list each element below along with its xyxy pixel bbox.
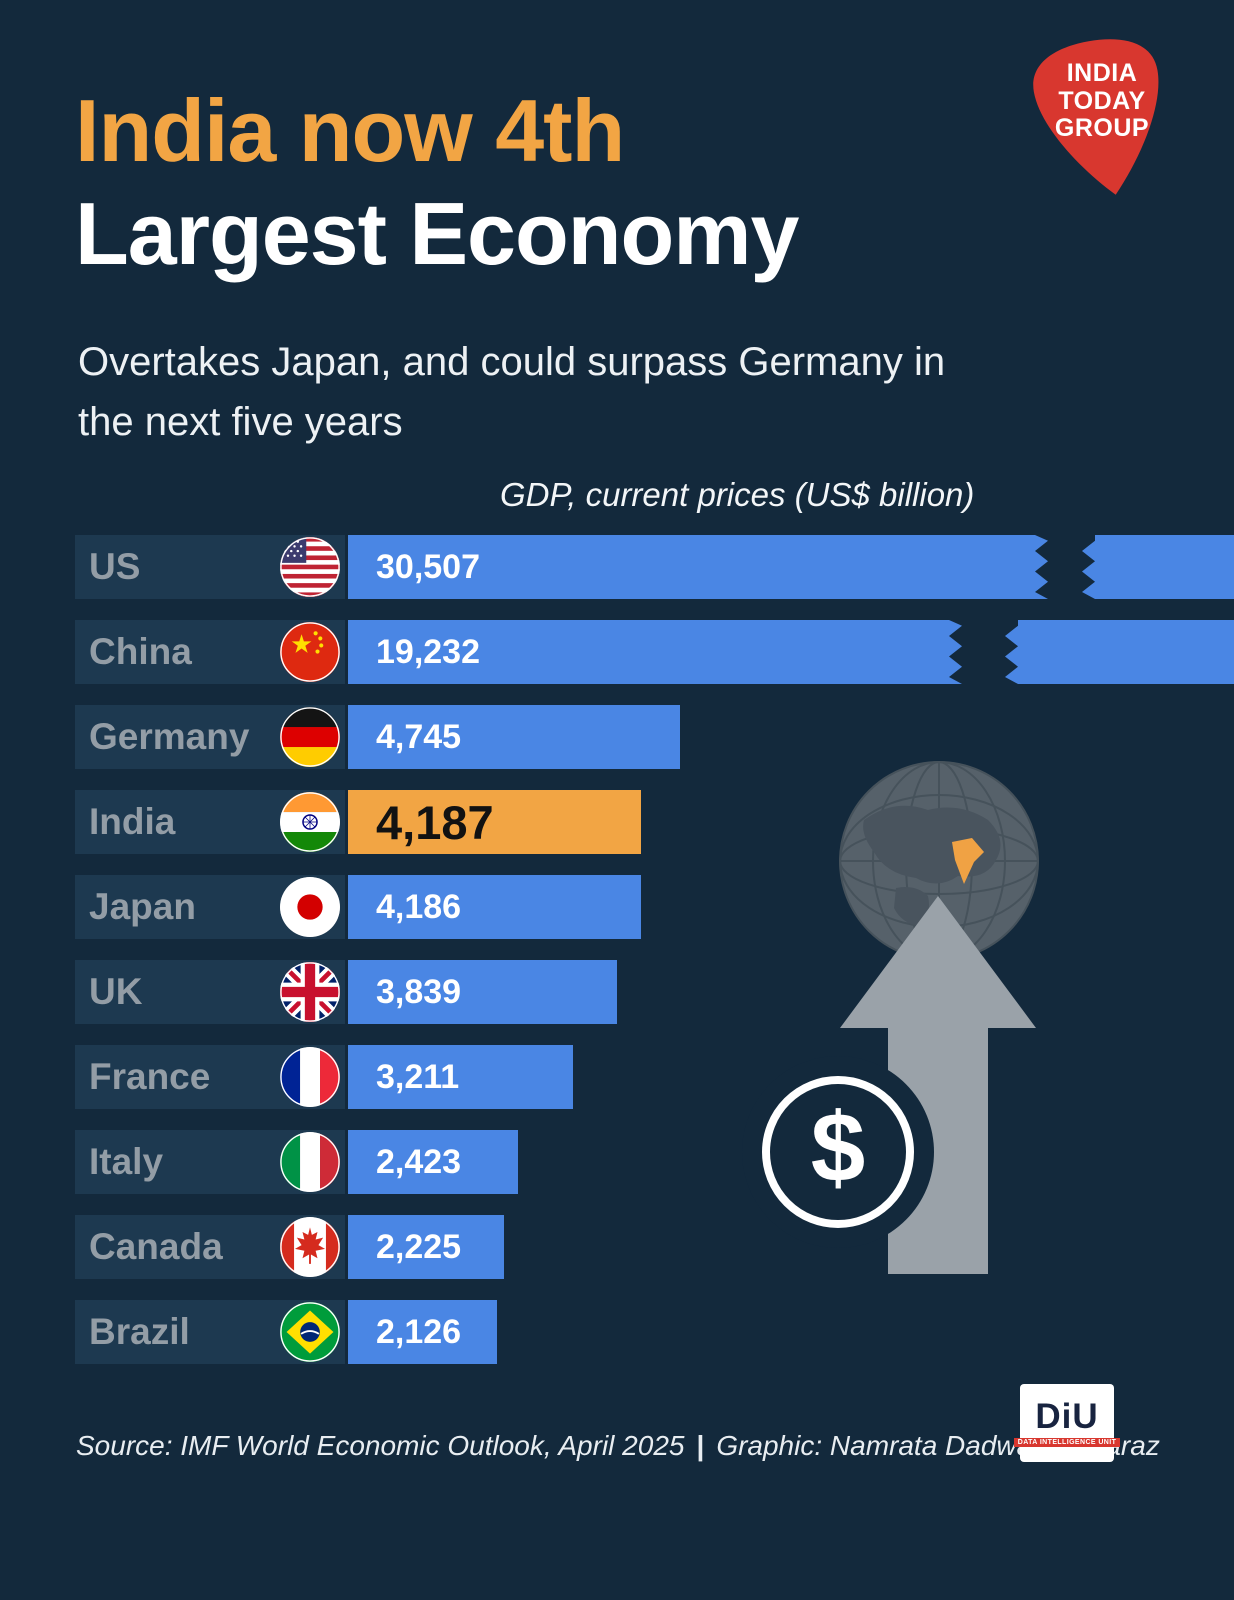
chart-row-brazil: Brazil 2,126 (75, 1300, 1234, 1364)
country-name: Italy (89, 1141, 164, 1182)
subtitle: Overtakes Japan, and could surpass Germa… (78, 340, 946, 444)
country-name: Japan (89, 886, 196, 927)
gdp-value: 2,126 (376, 1312, 462, 1351)
chart-row-uk: UK 3,839 (75, 960, 1234, 1024)
gdp-bar-brazil: 2,126 (348, 1300, 497, 1364)
gdp-value: 2,423 (376, 1142, 462, 1181)
chart-row-india: India 4,187 (75, 790, 1234, 854)
logo-line-1: INDIA (1066, 59, 1138, 87)
gdp-bar-india: 4,187 (348, 790, 641, 854)
logo-line-3: GROUP (1054, 114, 1150, 142)
gdp-bar-france: 3,211 (348, 1045, 573, 1109)
country-name: UK (89, 971, 143, 1012)
coin-ring: $ (762, 1076, 914, 1228)
gdp-bar-uk: 3,839 (348, 960, 617, 1024)
gdp-bar-japan: 4,186 (348, 875, 641, 939)
footer-credits: Source: IMF World Economic Outlook, Apri… (76, 1430, 1160, 1462)
diu-name: DiU (1035, 1397, 1099, 1436)
chart-row-france: France 3,211 (75, 1045, 1234, 1109)
gdp-value: 3,839 (376, 972, 462, 1011)
globe-icon (836, 758, 1042, 964)
footer-divider: | (696, 1430, 705, 1461)
brazil-flag-icon (280, 1302, 340, 1362)
country-name: US (89, 546, 141, 587)
france-flag-icon (280, 1047, 340, 1107)
chart-row-italy: Italy 2,423 (75, 1130, 1234, 1194)
country-label-strip: UK (75, 960, 345, 1024)
red-pick-shape (1033, 39, 1159, 195)
diu-tagline: DATA INTELLIGENCE UNIT (1013, 1438, 1121, 1447)
country-label-strip: Japan (75, 875, 345, 939)
country-name: China (89, 631, 192, 672)
gdp-value: 4,186 (376, 887, 462, 926)
gdp-value: 2,225 (376, 1227, 462, 1266)
gdp-bar-china-continuation (1005, 620, 1234, 684)
country-name: India (89, 801, 176, 842)
country-name: Brazil (89, 1311, 190, 1352)
country-label-strip: India (75, 790, 345, 854)
gdp-bar-us: 30,507 (348, 535, 1048, 599)
diu-logo: DiU DATA INTELLIGENCE UNIT (1013, 1384, 1121, 1462)
country-name: France (89, 1056, 211, 1097)
country-label-strip: Italy (75, 1130, 345, 1194)
logo-text: INDIA TODAY GROUP (1026, 59, 1178, 143)
japan-flag-icon (280, 877, 340, 937)
india-today-group-logo: INDIA TODAY GROUP (1026, 36, 1178, 202)
gdp-value: 4,187 (376, 795, 494, 849)
country-label-strip: Canada (75, 1215, 345, 1279)
chart-row-germany: Germany 4,745 (75, 705, 1234, 769)
dollar-coin: $ (742, 1056, 934, 1248)
country-label-strip: Germany (75, 705, 345, 769)
canada-flag-icon (280, 1217, 340, 1277)
gdp-bar-chart: US 30,507 China (75, 535, 1234, 1385)
gdp-value: 4,745 (376, 717, 462, 756)
chart-axis-title: GDP, current prices (US$ billion) (500, 476, 975, 513)
country-label-strip: US (75, 535, 345, 599)
title-main: Largest Economy (75, 183, 799, 283)
country-name: Canada (89, 1226, 223, 1267)
chart-row-japan: Japan 4,186 (75, 875, 1234, 939)
italy-flag-icon (280, 1132, 340, 1192)
india-flag-icon (280, 792, 340, 852)
gdp-bar-china: 19,232 (348, 620, 962, 684)
country-name: Germany (89, 716, 250, 757)
germany-flag-icon (280, 707, 340, 767)
country-label-strip: Brazil (75, 1300, 345, 1364)
gdp-value: 3,211 (376, 1057, 460, 1096)
gdp-value: 19,232 (376, 632, 480, 671)
logo-line-2: TODAY (1058, 86, 1146, 115)
page-title: India now 4th Largest Economy (75, 80, 799, 286)
uk-flag-icon (280, 962, 340, 1022)
dollar-icon: $ (810, 1091, 866, 1202)
chart-row-canada: Canada 2,225 (75, 1215, 1234, 1279)
china-flag-icon (280, 622, 340, 682)
gdp-bar-germany: 4,745 (348, 705, 680, 769)
country-label-strip: France (75, 1045, 345, 1109)
gdp-bar-italy: 2,423 (348, 1130, 518, 1194)
gdp-value: 30,507 (376, 547, 480, 586)
chart-row-china: China 19,232 (75, 620, 1234, 684)
gdp-bar-us-continuation (1082, 535, 1234, 599)
gdp-bar-canada: 2,225 (348, 1215, 504, 1279)
title-accent: India now 4th (75, 81, 625, 180)
country-label-strip: China (75, 620, 345, 684)
source-text: Source: IMF World Economic Outlook, Apri… (76, 1430, 685, 1461)
chart-row-us: US 30,507 (75, 535, 1234, 599)
us-flag-icon (280, 537, 340, 597)
